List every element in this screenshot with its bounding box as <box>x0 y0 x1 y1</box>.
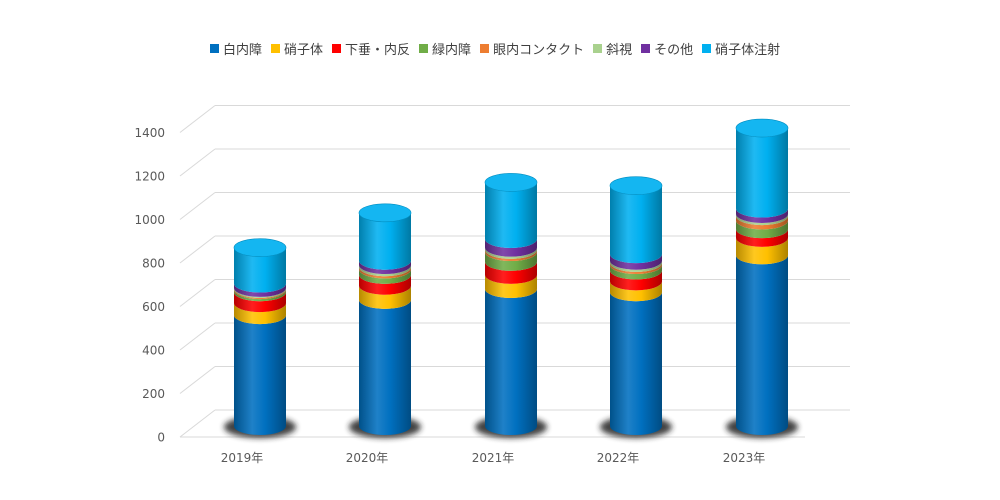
bar-segment <box>234 315 286 435</box>
bar-segment <box>485 274 537 298</box>
bar-segment <box>736 255 788 435</box>
bar-segment <box>736 216 788 230</box>
bar-stack <box>224 238 296 438</box>
legend-label: 硝子体 <box>284 42 324 58</box>
legend-label: 白内障 <box>223 42 263 58</box>
y-tick-label: 600 <box>142 300 165 314</box>
legend-swatch <box>593 43 603 53</box>
gridline-depth <box>179 105 216 133</box>
gridline-depth <box>179 279 216 307</box>
bar-segment <box>359 274 411 295</box>
bar-stack <box>349 203 421 438</box>
bar-segment <box>359 212 411 270</box>
x-tick-label: 2021年 <box>472 451 515 465</box>
legend-item: その他 <box>641 39 693 58</box>
legend-swatch <box>641 43 651 53</box>
legend-item: 下垂・内反 <box>332 39 410 58</box>
legend-swatch <box>210 43 219 53</box>
bar-segment <box>485 288 537 435</box>
legend-label: 下垂・内反 <box>345 42 411 58</box>
bar-stack <box>726 118 798 438</box>
legend-item: 硝子体注射 <box>702 39 780 58</box>
bar-top-cap <box>358 203 412 223</box>
bar-segment <box>610 270 662 291</box>
legend-swatch <box>271 43 281 53</box>
bar-segment <box>485 249 537 261</box>
legend-label: 眼内コンタクト <box>493 42 585 58</box>
y-tick-label: 200 <box>142 387 165 401</box>
bar-segment <box>234 247 286 293</box>
legend-swatch <box>480 43 490 53</box>
legend-swatch <box>419 43 429 53</box>
gridline-depth <box>179 192 216 220</box>
bar-segment <box>485 238 537 257</box>
legend-item: 硝子体 <box>271 39 323 58</box>
gridline-depth <box>179 322 216 351</box>
bar-stack <box>475 173 547 438</box>
bar-segment <box>736 128 788 218</box>
bar-segment <box>359 260 411 275</box>
gridline-depth <box>179 235 216 264</box>
bar-segment <box>736 208 788 223</box>
bar-segment <box>359 265 411 277</box>
bar-segment <box>234 283 286 297</box>
bar-segment <box>359 299 411 435</box>
x-tick-label: 2020年 <box>346 451 389 465</box>
gridline-depth <box>179 366 216 394</box>
bar-top-cap <box>609 176 663 195</box>
y-tick-label: 1200 <box>134 170 165 184</box>
legend-label: 斜視 <box>606 42 633 58</box>
gridline-depth <box>179 148 216 177</box>
legend: 白内障 硝子体 下垂・内反 緑内障 眼内コンタクト 斜視 その他 硝子体注射 <box>210 38 850 58</box>
bar-segment <box>610 292 662 435</box>
bar-top-cap <box>735 118 789 138</box>
bar-segment <box>234 290 286 302</box>
y-tick-label: 1000 <box>134 213 165 227</box>
bar-segment <box>610 281 662 302</box>
bar-segment <box>359 269 411 284</box>
legend-label: 硝子体注射 <box>715 42 781 58</box>
bar-segment <box>736 220 788 239</box>
bar-segment <box>359 267 411 279</box>
bar-segment <box>610 185 662 264</box>
legend-item: 緑内障 <box>419 39 471 58</box>
bar-segment <box>485 247 537 259</box>
y-tick-label: 400 <box>142 344 165 358</box>
bar-segment <box>359 285 411 309</box>
bar-segment <box>736 237 788 265</box>
y-axis: 0 200 400 600 800 1000 1200 1400 <box>134 126 165 445</box>
y-tick-label: 800 <box>142 257 165 271</box>
bar-segment <box>736 229 788 247</box>
bar-segment <box>234 303 286 325</box>
x-tick-label: 2023年 <box>723 451 766 465</box>
y-tick-label: 1400 <box>134 126 165 140</box>
bar-segment <box>485 252 537 271</box>
bar-segment <box>485 182 537 248</box>
legend-item: 眼内コンタクト <box>480 39 584 58</box>
bar-segment <box>736 213 788 226</box>
bar-segment <box>610 262 662 275</box>
legend-label: その他 <box>654 42 694 58</box>
bar-segment <box>234 292 286 313</box>
legend-swatch <box>702 43 712 53</box>
legend-label: 緑内障 <box>432 42 472 58</box>
bar-top-cap <box>484 173 538 192</box>
x-tick-label: 2019年 <box>221 451 264 465</box>
x-tick-label: 2022年 <box>597 451 640 465</box>
legend-swatch <box>332 43 342 53</box>
legend-item: 白内障 <box>210 39 262 58</box>
bar-segment <box>485 261 537 284</box>
bar-stack <box>600 176 672 438</box>
y-tick-label: 0 <box>157 431 165 445</box>
x-axis: 2019年 2020年 2021年 2022年 2023年 <box>221 451 766 465</box>
bar-top-cap <box>233 238 287 257</box>
gridline-depth <box>179 409 216 438</box>
bar-segment <box>610 260 662 272</box>
bar-segment <box>610 265 662 280</box>
bar-segment <box>610 254 662 270</box>
legend-item: 斜視 <box>593 39 632 58</box>
